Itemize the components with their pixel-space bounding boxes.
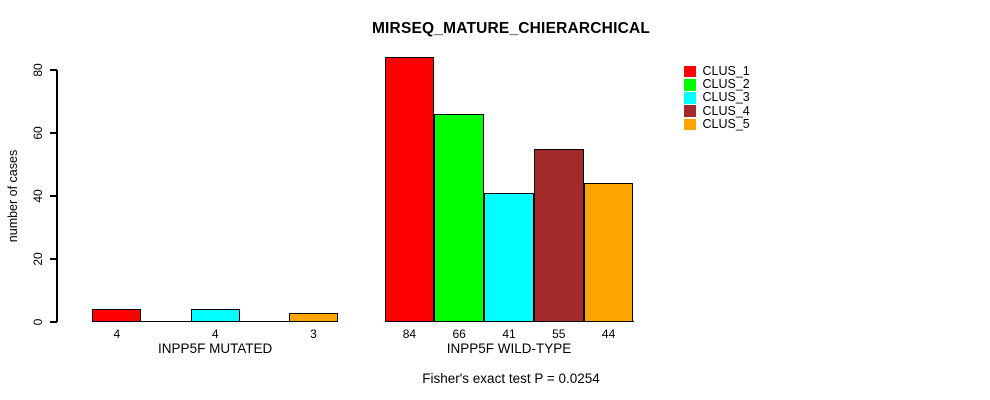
bar-clus_1 (92, 309, 142, 322)
chart-title: MIRSEQ_MATURE_CHIERARCHICAL (371, 20, 651, 37)
legend-item: CLUS_5 (684, 116, 750, 131)
bar-clus_2 (434, 114, 485, 322)
y-axis-label: number of cases (6, 149, 20, 243)
y-tick-label: 20 (31, 252, 45, 266)
bar-value-label: 44 (601, 327, 616, 341)
y-tick-label: 60 (31, 126, 45, 140)
y-tick (50, 258, 57, 260)
y-tick-label: 0 (31, 318, 45, 326)
legend-swatch-icon (684, 118, 696, 131)
legend-label: CLUS_2 (702, 77, 750, 92)
bar-clus_1 (384, 57, 435, 322)
bar-clus_3 (484, 192, 534, 322)
bar-clus_5 (288, 312, 339, 322)
bar-value-label: 66 (452, 327, 466, 341)
bar-clus_3 (190, 309, 240, 322)
legend-label: CLUS_1 (702, 64, 750, 79)
y-tick (50, 195, 57, 197)
bar-value-label: 84 (402, 327, 417, 341)
legend-item: CLUS_4 (684, 103, 750, 118)
legend-item: CLUS_2 (684, 78, 750, 91)
legend-swatch-icon (684, 92, 696, 104)
bar-clus_4 (533, 148, 584, 322)
group-label: INPP5F MUTATED (158, 341, 273, 356)
y-tick-label: 40 (31, 189, 45, 203)
legend: CLUS_1 CLUS_2 CLUS_3 CLUS_4 CLUS_5 (684, 65, 750, 131)
bar-value-label: 55 (552, 327, 566, 341)
legend-item: CLUS_1 (684, 65, 750, 78)
y-tick (50, 69, 57, 71)
bar-value-label: 3 (310, 327, 317, 341)
y-tick (50, 321, 57, 323)
legend-label: CLUS_5 (702, 116, 750, 131)
legend-item: CLUS_3 (684, 91, 750, 104)
legend-swatch-icon (684, 65, 696, 78)
group-label: INPP5F WILD-TYPE (446, 341, 572, 356)
y-tick-label: 80 (31, 63, 45, 77)
legend-label: CLUS_3 (702, 90, 750, 105)
fisher-test-annotation: Fisher's exact test P = 0.0254 (422, 371, 600, 386)
bar-value-label: 4 (113, 327, 121, 341)
y-tick (50, 132, 57, 134)
bar-clus_5 (583, 183, 634, 322)
bar-value-label: 41 (502, 327, 516, 341)
legend-swatch-icon (684, 105, 696, 117)
legend-label: CLUS_4 (702, 103, 750, 118)
bar-value-label: 4 (211, 327, 219, 341)
legend-swatch-icon (684, 79, 696, 91)
